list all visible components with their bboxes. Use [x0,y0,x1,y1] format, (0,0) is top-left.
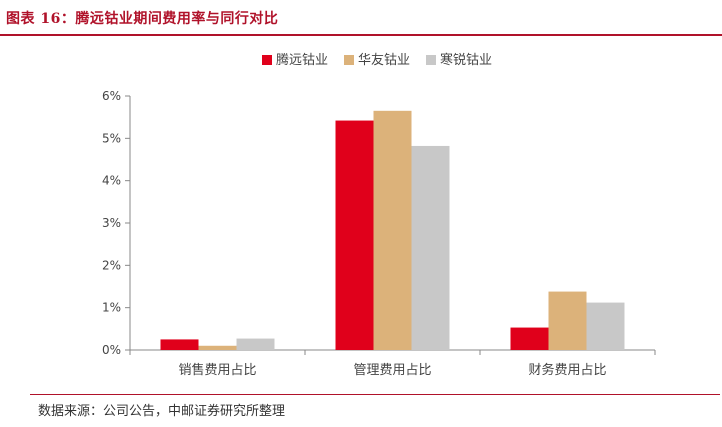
bar [198,345,237,350]
y-tick-label: 6% [102,89,121,103]
bar [548,291,587,350]
bar [335,120,374,350]
legend-label: 华友钴业 [358,52,410,68]
bar [510,327,549,350]
title-bar: 图表 16：腾远钴业期间费用率与同行对比 [0,0,722,36]
legend-swatch [426,55,436,65]
legend-label: 腾远钴业 [276,52,328,68]
bar [160,339,199,350]
y-tick-label: 2% [102,258,121,272]
x-tick-label: 销售费用占比 [178,362,256,378]
source-note: 数据来源：公司公告，中邮证券研究所整理 [38,404,286,419]
page-title: 图表 16：腾远钴业期间费用率与同行对比 [6,11,279,27]
bar-chart: 0% 1% 2% 3% 4% 5% 6% 销售费用占比 管理费用占比 财务费用占比 腾远钴业 华友钴业… [102,52,656,378]
bar [373,110,412,350]
legend-swatch [262,55,272,65]
y-tick-label: 5% [102,131,121,145]
chart-container: 0% 1% 2% 3% 4% 5% 6% 销售费用占比 管理费用占比 财务费用占比 腾远钴业 华友钴业… [0,40,722,395]
bar [586,302,625,350]
bar [411,145,450,350]
legend-label: 寒锐钴业 [440,52,492,68]
bottom-divider [30,394,720,395]
y-tick-label: 1% [102,301,121,315]
y-tick-label: 4% [102,174,121,188]
x-tick-label: 财务费用占比 [528,362,606,378]
y-tick-label: 3% [102,216,121,230]
x-tick-label: 管理费用占比 [353,363,431,378]
bar [236,338,275,350]
legend-swatch [344,55,354,65]
y-tick-label: 0% [102,343,121,357]
